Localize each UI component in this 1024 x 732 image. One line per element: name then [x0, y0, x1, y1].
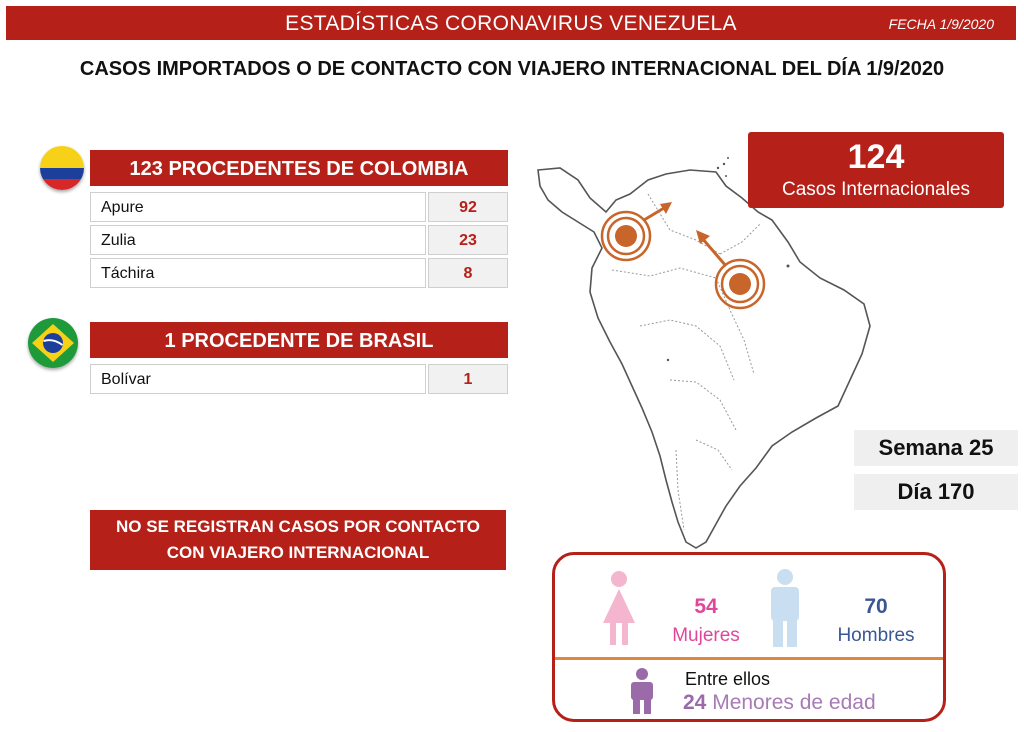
- woman-icon: [603, 571, 635, 645]
- table-row: Zulia 23: [90, 225, 508, 257]
- origin-marker-colombia: [600, 210, 652, 262]
- gender-breakdown-panel: 54 Mujeres 70 Hombres Entre ellos 24 Men…: [552, 552, 946, 722]
- direction-arrows: [643, 202, 728, 267]
- origin-marker-brasil: [714, 258, 766, 310]
- brazil-flag-icon: [28, 318, 78, 368]
- state-value: 8: [428, 258, 508, 288]
- state-value: 23: [428, 225, 508, 255]
- no-contact-notice: NO SE REGISTRAN CASOS POR CONTACTO CON V…: [90, 510, 506, 570]
- minors-line: 24 Menores de edad: [683, 691, 876, 715]
- header-title: ESTADÍSTICAS CORONAVIRUS VENEZUELA: [285, 12, 737, 35]
- minors-count: 24: [683, 691, 707, 714]
- state-name: Táchira: [90, 258, 426, 288]
- state-name: Zulia: [90, 225, 426, 255]
- international-cases-badge: 124 Casos Internacionales: [748, 132, 1004, 208]
- week-label: Semana 25: [854, 430, 1018, 466]
- colombia-flag-icon: [40, 146, 84, 190]
- man-icon: [771, 569, 799, 647]
- women-count: 54: [694, 595, 718, 618]
- state-value: 92: [428, 192, 508, 222]
- south-america-map: [537, 157, 871, 549]
- child-icon: [631, 668, 653, 714]
- men-count: 70: [864, 595, 888, 618]
- women-label: Mujeres: [672, 625, 740, 646]
- table-row: Apure 92: [90, 192, 508, 224]
- header-bar: ESTADÍSTICAS CORONAVIRUS VENEZUELA FECHA…: [6, 6, 1016, 40]
- minors-label: Menores de edad: [712, 691, 876, 714]
- men-label: Hombres: [837, 625, 915, 646]
- international-count: 124: [847, 138, 905, 176]
- state-name: Apure: [90, 192, 426, 222]
- state-name: Bolívar: [90, 364, 426, 394]
- header-date: FECHA 1/9/2020: [888, 16, 994, 32]
- panel-divider: [555, 657, 943, 660]
- international-label: Casos Internacionales: [782, 179, 970, 200]
- minors-intro: Entre ellos: [685, 669, 771, 689]
- day-label: Día 170: [854, 474, 1018, 510]
- brasil-heading: 1 PROCEDENTE DE BRASIL: [90, 322, 508, 358]
- island-dots: [666, 157, 790, 362]
- colombia-heading: 123 PROCEDENTES DE COLOMBIA: [90, 150, 508, 186]
- table-row: Táchira 8: [90, 258, 508, 290]
- notice-line-1: NO SE REGISTRAN CASOS POR CONTACTO: [116, 517, 480, 536]
- page-subtitle: CASOS IMPORTADOS O DE CONTACTO CON VIAJE…: [79, 58, 945, 80]
- notice-line-2: CON VIAJERO INTERNACIONAL: [166, 543, 430, 562]
- state-value: 1: [428, 364, 508, 394]
- table-row: Bolívar 1: [90, 364, 508, 396]
- continent-outline: [537, 167, 871, 549]
